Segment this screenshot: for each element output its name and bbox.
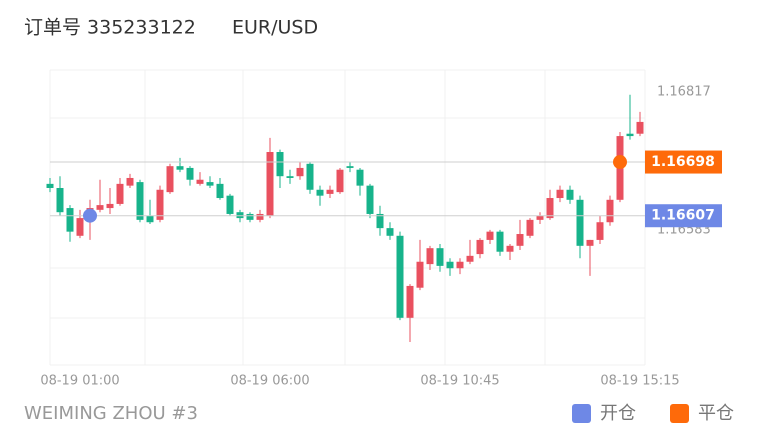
candle-body [316,189,324,196]
candle-body [126,177,134,186]
candle-body [176,166,184,170]
candle-body [226,195,234,214]
candle-body [276,152,284,177]
legend-swatch [572,404,591,423]
order-number: 订单号 335233122 [24,17,196,39]
candle-body [606,199,614,223]
candle-body [206,182,214,186]
candle-body [396,235,404,318]
account-name: WEIMING ZHOU #3 [24,403,198,424]
candle-body [446,261,454,269]
candle-body [416,261,424,288]
price-tag [645,150,722,174]
candle-body [636,121,644,134]
candle-body [166,166,174,193]
candle-body [136,182,144,220]
candle-body [216,183,224,199]
candle-body [236,212,244,219]
candle-body [386,228,394,236]
candle-body [56,188,64,213]
x-tick-label: 08-19 01:00 [40,374,119,389]
price-tag-label: 1.16607 [651,208,715,224]
candle-body [576,199,584,246]
candle-body [486,231,494,240]
candle-body [256,213,264,220]
legend-label: 平仓 [698,403,734,424]
candle-body [46,183,54,188]
candle-body [96,205,104,210]
candle-body [536,215,544,220]
candle-body [436,248,444,266]
candle-body [596,222,604,240]
y-tick-label: 1.16817 [657,84,711,99]
trade-marker [83,208,97,223]
legend-label: 开仓 [600,403,636,424]
candle-body [366,185,374,214]
candle-body [326,189,334,194]
candle-body [66,208,74,232]
candle-body [296,167,304,177]
candle-body [76,218,84,236]
candle-body [476,239,484,255]
candle-body [466,255,474,262]
candle-body [146,215,154,223]
symbol: EUR/USD [232,17,318,39]
candle-body [306,163,314,190]
trade-marker [613,155,627,170]
candle-body [186,167,194,180]
candle-body [106,203,114,209]
candle-body [586,239,594,246]
candle-body [286,176,294,178]
candle-body [196,179,204,184]
candle-body [456,261,464,269]
candle-body [516,234,524,246]
candle-body [116,183,124,204]
x-tick-label: 08-19 06:00 [230,374,309,389]
candle-body [336,169,344,193]
grid [49,69,646,366]
candle-body [506,245,514,252]
candle-body [526,219,534,236]
legend-swatch [670,404,689,423]
candle-body [406,285,414,318]
candle-body [346,166,354,168]
candle-body [626,133,634,137]
candle-body [566,189,574,200]
candle-body [556,189,564,199]
x-tick-label: 08-19 15:15 [600,374,679,389]
price-tag [645,204,722,228]
candle-body [266,152,274,216]
candle-body [246,213,254,220]
price-tag-label: 1.16698 [651,154,715,170]
candle-body [356,169,364,186]
candle-body [156,189,164,220]
candle-body [546,198,554,219]
x-tick-label: 08-19 10:45 [420,374,499,389]
candle-body [426,248,434,265]
candle-body [376,213,384,229]
candle-body [496,231,504,252]
